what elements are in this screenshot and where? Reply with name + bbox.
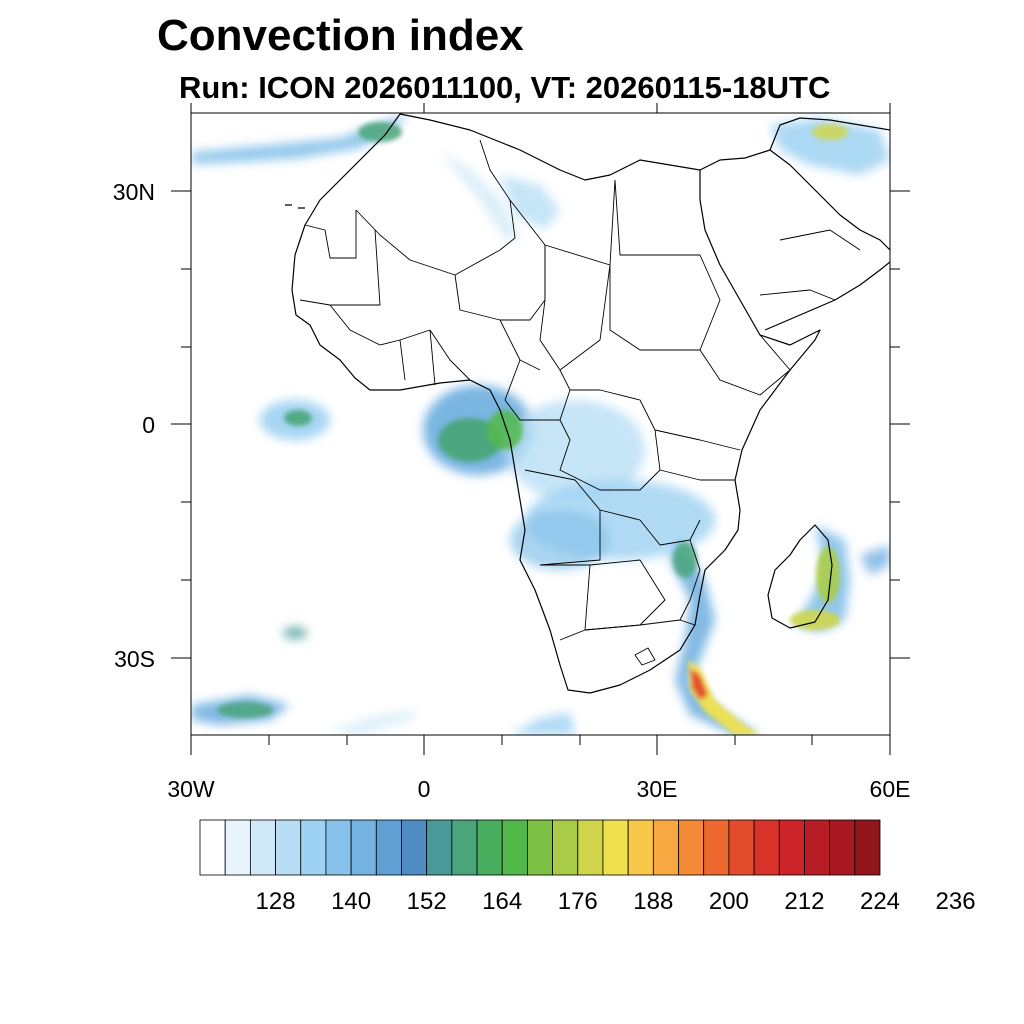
colorbar-box [401, 819, 428, 876]
colorbar-label: 200 [708, 888, 749, 915]
convection-core-atlantic [284, 410, 312, 426]
border-mali [299, 229, 381, 306]
colorbar-label: 152 [406, 888, 447, 915]
colorbar-box [854, 819, 881, 876]
canary-islands [285, 204, 305, 209]
convection-band-north-africa [500, 175, 560, 230]
colorbar-label: 140 [331, 888, 372, 915]
colorbar-box [199, 819, 226, 876]
border-cameroon [504, 359, 571, 421]
colorbar-box [602, 819, 629, 876]
colorbar-box [300, 819, 327, 876]
coastlines [285, 113, 890, 694]
colorbar-label: 164 [482, 888, 523, 915]
colorbar-box [728, 819, 755, 876]
border-east-africa [654, 429, 741, 481]
country-borders [299, 139, 861, 666]
arabia-south-coast [764, 261, 890, 331]
border-libya [509, 179, 616, 266]
convection-northeast [770, 118, 890, 175]
colorbar-box [804, 819, 831, 876]
map-subtitle: Run: ICON 2026011100, VT: 20260115-18UTC [179, 70, 831, 105]
convection-core-madagascar [816, 547, 840, 603]
colorbar-boxes [199, 819, 881, 876]
colorbar-box [678, 819, 705, 876]
lon-label-30e: 30E [636, 776, 678, 802]
convection-core-mozambique [673, 542, 697, 578]
convection-south-wisps [330, 710, 420, 735]
colorbar-box [451, 819, 478, 876]
arabia-coast [769, 117, 890, 151]
border-egypt [614, 179, 700, 256]
colorbar-label: 236 [935, 888, 976, 915]
border-west-sahara [304, 210, 357, 259]
convection-congo [505, 400, 645, 500]
lon-label-60e: 60E [869, 776, 911, 802]
colorbar-box [249, 819, 276, 876]
border-mozambique [679, 539, 701, 621]
border-drc [559, 389, 661, 491]
lat-label-30n: 30N [112, 179, 155, 205]
colorbar-box [703, 819, 730, 876]
madagascar-coast [767, 524, 833, 629]
lon-label-0: 0 [417, 776, 431, 802]
north-africa-coast [399, 113, 701, 181]
convection-south-ocean [510, 712, 575, 735]
lat-label-0: 0 [142, 412, 155, 438]
colorbar-box [375, 819, 402, 876]
colorbar-label: 212 [784, 888, 825, 915]
africa-coastline [291, 113, 890, 694]
colorbar-box [577, 819, 604, 876]
border-arabia [759, 229, 861, 301]
border-lesotho [634, 647, 656, 666]
border-south-africa [584, 619, 696, 631]
colorbar-box [627, 819, 654, 876]
colorbar-box [350, 819, 377, 876]
colorbar-label: 224 [859, 888, 901, 915]
axis-ticks [171, 103, 910, 755]
convection-core-arabia [812, 124, 848, 140]
colorbar-label: 188 [633, 888, 674, 915]
colorbar-box [325, 819, 352, 876]
convection-band-north [440, 150, 520, 240]
colorbar-box [501, 819, 528, 876]
colorbar-box [476, 819, 503, 876]
convection-indian-ocean [860, 545, 890, 575]
convection-angola [510, 510, 610, 570]
convection-field [192, 113, 890, 735]
convection-core-southwest [217, 702, 273, 718]
colorbar-box [652, 819, 679, 876]
colorbar-box [753, 819, 780, 876]
lat-label-30s: 30S [114, 646, 155, 672]
convection-core-gulf-2 [487, 410, 523, 450]
border-chad [539, 245, 611, 371]
convection-band-northwest [192, 113, 410, 164]
border-west-africa [329, 304, 436, 386]
colorbar-box [778, 819, 805, 876]
lon-label-30w: 30W [167, 776, 215, 802]
border-zambia [599, 509, 701, 546]
border-algeria [355, 139, 516, 276]
border-namibia [540, 564, 591, 641]
convection-core-gulf [438, 418, 502, 462]
colorbar-label: 176 [557, 888, 598, 915]
colorbar-box [552, 819, 579, 876]
colorbar-box [829, 819, 856, 876]
border-ethiopia [699, 334, 791, 396]
border-sudan [609, 254, 721, 351]
colorbar-box [426, 819, 453, 876]
colorbar-box [527, 819, 553, 876]
colorbar-box [224, 819, 251, 876]
colorbar-box [275, 819, 302, 876]
colorbar-label: 128 [255, 888, 296, 915]
convection-hot-core [690, 668, 708, 700]
convection-small-atlantic [283, 627, 307, 639]
map-title: Convection index [157, 11, 524, 60]
